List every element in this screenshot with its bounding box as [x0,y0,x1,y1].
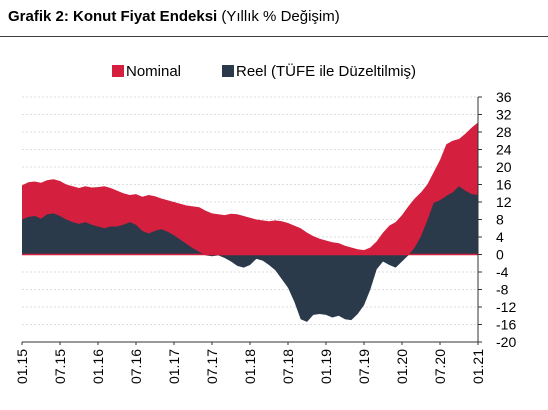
chart-title-bold: Grafik 2: Konut Fiyat Endeksi [8,8,218,25]
series-areas [22,122,478,322]
y-tick-label: 28 [496,124,512,140]
y-tick-label: 36 [496,89,512,105]
y-tick-label: 0 [496,247,504,263]
chart-title-subtitle: (Yıllık % Değişim) [221,8,340,25]
y-tick-label: 8 [496,212,504,228]
x-tick-label: 01.21 [470,349,486,384]
y-tick-label: 4 [496,229,504,245]
y-tick-label: 32 [496,107,512,123]
y-tick-label: 24 [496,142,512,158]
y-tick-label: 12 [496,194,512,210]
y-tick-label: -4 [496,264,509,280]
y-tick-label: -20 [496,334,516,350]
x-tick-label: 07.15 [52,349,68,384]
x-tick-label: 01.15 [14,349,30,384]
series-area-nominal [22,122,478,255]
x-tick-label: 07.16 [128,349,144,384]
legend-swatch-nominal [112,65,124,77]
axes [21,96,482,345]
x-tick-label: 07.17 [204,349,220,384]
legend-label-nominal: Nominal [126,63,181,80]
x-tick-labels: 01.15 07.15 01.16 07.16 01.17 07.17 01.18 07.18… [14,349,486,384]
x-tick-label: 01.16 [90,349,106,384]
chart-title: Grafik 2: Konut Fiyat Endeksi (Yıllık % … [8,8,340,25]
legend-swatch-real [222,65,234,77]
y-tick-label: 16 [496,177,512,193]
title-divider [0,36,548,37]
x-tick-label: 01.19 [318,349,334,384]
x-tick-label: 07.18 [280,349,296,384]
x-tick-label: 01.18 [242,349,258,384]
x-tick-label: 07.19 [356,349,372,384]
x-tick-label: 01.20 [394,349,410,384]
x-tick-label: 07.20 [432,349,448,384]
y-tick-label: -16 [496,317,516,333]
legend: Nominal Reel (TÜFE ile Düzeltilmiş) [112,62,416,80]
x-tick-label: 01.17 [166,349,182,384]
y-tick-label: -12 [496,299,516,315]
y-tick-label: -8 [496,282,509,298]
y-tick-label: 20 [496,159,512,175]
legend-label-real: Reel (TÜFE ile Düzeltilmiş) [236,62,416,80]
series-area-real [22,186,478,322]
